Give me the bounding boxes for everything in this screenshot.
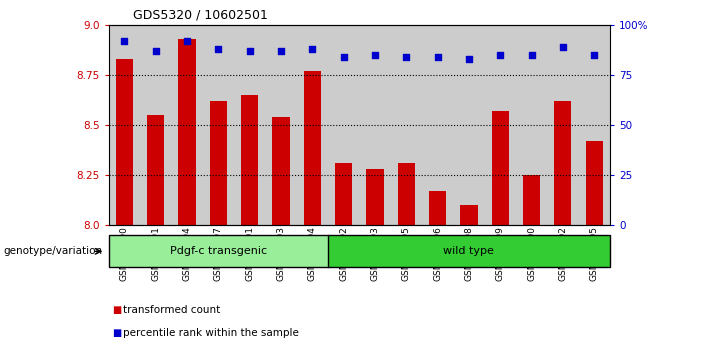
Text: genotype/variation: genotype/variation [4,246,102,256]
Point [182,38,193,44]
Bar [422,25,454,225]
Bar [397,163,415,225]
Bar [272,117,290,225]
Bar [241,95,258,225]
Point [401,54,412,59]
Bar [585,141,603,225]
Bar [203,25,234,225]
Point [212,46,224,52]
Bar [360,25,390,225]
Point [338,54,349,59]
Bar [178,39,196,225]
Point [306,46,318,52]
Point [369,52,381,58]
Point [275,48,287,53]
Point [495,52,506,58]
Bar [116,59,133,225]
Point [589,52,600,58]
Text: wild type: wild type [444,246,494,256]
Point [150,48,161,53]
Text: ■: ■ [112,328,121,338]
Bar [523,175,540,225]
Point [463,56,475,62]
Bar [109,25,140,225]
Text: percentile rank within the sample: percentile rank within the sample [123,328,299,338]
Point [244,48,255,53]
Bar [210,101,227,225]
Bar [547,25,578,225]
Bar [578,25,610,225]
Bar [390,25,422,225]
Bar [429,191,447,225]
Bar [140,25,171,225]
Bar [234,25,265,225]
Point [557,44,569,50]
Text: ■: ■ [112,305,121,315]
Bar [516,25,547,225]
Bar [484,25,516,225]
Bar [335,163,352,225]
Bar [265,25,297,225]
Bar [147,115,164,225]
Text: Pdgf-c transgenic: Pdgf-c transgenic [170,246,267,256]
Bar [328,25,360,225]
Bar [554,101,571,225]
Bar [297,25,328,225]
Text: transformed count: transformed count [123,305,220,315]
Bar [461,205,477,225]
Point [526,52,537,58]
Point [118,38,130,44]
Bar [171,25,203,225]
Bar [367,169,383,225]
Bar [454,25,484,225]
Bar [304,71,321,225]
Point [432,54,443,59]
Text: GDS5320 / 10602501: GDS5320 / 10602501 [133,9,268,22]
Bar [491,111,509,225]
